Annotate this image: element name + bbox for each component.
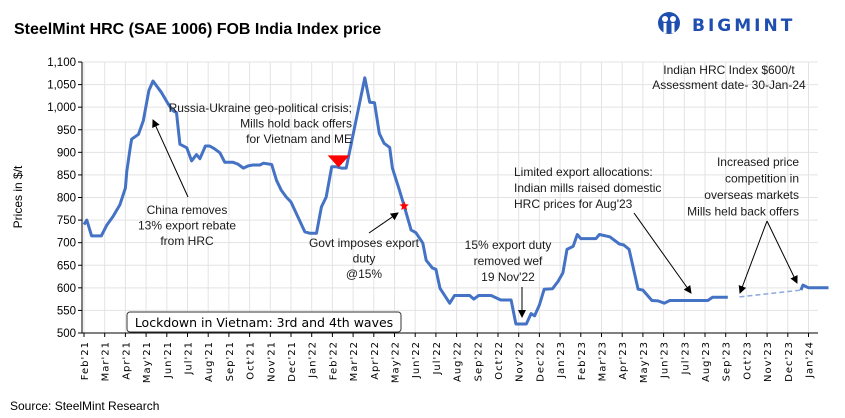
y-tick-label: 1,000 bbox=[47, 102, 76, 114]
annotation-china: from HRC bbox=[160, 234, 214, 248]
price-line-dashed bbox=[739, 289, 801, 298]
x-tick-label: Apr'23 bbox=[618, 341, 629, 380]
y-tick-label: 700 bbox=[57, 238, 76, 250]
y-tick-label: 650 bbox=[57, 260, 76, 272]
x-tick-label: Nov'23 bbox=[763, 341, 774, 382]
x-tick-label: Jun'22 bbox=[411, 341, 422, 379]
series bbox=[82, 76, 829, 326]
y-tick-label: 850 bbox=[57, 170, 76, 182]
annotation-arrow bbox=[766, 220, 798, 284]
lockdown-box bbox=[126, 311, 402, 333]
x-tick-label: Oct'22 bbox=[494, 341, 505, 380]
x-tick-label: Sep'23 bbox=[722, 341, 733, 381]
x-tick-label: Jul'23 bbox=[680, 341, 691, 376]
x-tick-label: Jun'21 bbox=[163, 341, 174, 379]
grid bbox=[82, 61, 818, 333]
x-tick-label: Sep'22 bbox=[473, 341, 484, 381]
annotation-increased-competition: Mills held back offers bbox=[687, 205, 799, 219]
annotation-increased-competition: Increased price bbox=[717, 155, 799, 169]
x-tick-label: Jun'23 bbox=[660, 341, 671, 379]
x-tick-label: Dec'22 bbox=[535, 341, 546, 382]
bigmint-logo: BIGMINT bbox=[658, 12, 795, 36]
x-tick-label: Feb'21 bbox=[80, 341, 91, 380]
x-tick-label: Jul'21 bbox=[184, 341, 195, 376]
x-tick-label: Oct'23 bbox=[742, 341, 753, 380]
y-tick-label: 1,100 bbox=[47, 57, 76, 69]
price-line-end bbox=[799, 283, 829, 291]
x-tick-label: May'21 bbox=[142, 341, 153, 383]
x-tick-label: Aug'21 bbox=[204, 341, 215, 382]
annotation-arrow bbox=[633, 212, 692, 294]
x-tick-label: May'23 bbox=[639, 341, 650, 383]
x-tick-label: Feb'23 bbox=[577, 341, 588, 380]
red-star-marker bbox=[399, 201, 409, 211]
x-tick-label: Nov'22 bbox=[515, 341, 526, 382]
x-tick-label: Dec'21 bbox=[287, 341, 298, 382]
x-tick-label: Mar'23 bbox=[598, 341, 609, 381]
annotation-index: Assessment date- 30-Jan-24 bbox=[652, 78, 806, 92]
x-tick-label: Jan'22 bbox=[308, 341, 319, 379]
annotation-russia-ukraine: for Vietnam and ME bbox=[246, 132, 352, 146]
annotation-arrow bbox=[368, 212, 399, 234]
chart-title: SteelMint HRC (SAE 1006) FOB India Index… bbox=[14, 21, 381, 38]
annotation-limited-export: HRC prices for Aug'23 bbox=[514, 197, 633, 211]
x-tick-label: Aug'23 bbox=[701, 341, 712, 382]
y-tick-label: 500 bbox=[57, 328, 76, 340]
red-triangle-marker bbox=[327, 155, 350, 168]
source-note: Source: SteelMint Research bbox=[10, 399, 159, 413]
annotation-limited-export: Indian mills raised domestic bbox=[514, 181, 661, 195]
y-axis-label: Prices in $/t bbox=[11, 165, 25, 228]
annotation-lockdown: Lockdown in Vietnam: 3rd and 4th waves bbox=[135, 315, 393, 330]
x-tick-label: Jan'23 bbox=[556, 341, 567, 379]
y-tick-label: 800 bbox=[57, 193, 76, 205]
y-tick-label: 550 bbox=[57, 305, 76, 317]
x-tick-label: Apr'21 bbox=[121, 341, 132, 380]
annotation-govt-duty: @15% bbox=[346, 267, 383, 281]
annotation-increased-competition: competition in bbox=[725, 172, 799, 186]
x-tick-label: Dec'23 bbox=[784, 341, 795, 382]
y-tick-label: 600 bbox=[57, 283, 76, 295]
annotation-china: China removes bbox=[147, 203, 228, 217]
annotation-duty-removed: removed wef bbox=[474, 254, 543, 268]
annotation-arrow bbox=[152, 119, 189, 198]
x-tick-label: May'22 bbox=[391, 341, 402, 383]
annotation-arrow bbox=[738, 220, 768, 294]
annotation-increased-competition: overseas markets bbox=[704, 188, 799, 202]
annotation-govt-duty: duty bbox=[353, 252, 376, 266]
axes: 500 550 600 650 700 750 800 850 900 950 1,000 1,050… bbox=[47, 57, 818, 383]
x-tick-label: Mar'21 bbox=[101, 341, 112, 381]
x-tick-label: Nov'21 bbox=[266, 341, 277, 382]
annotation-russia-ukraine: Russia-Ukraine geo-political crisis; bbox=[169, 101, 352, 115]
x-tick-label: Oct'21 bbox=[246, 341, 257, 380]
annotation-index: Indian HRC Index $600/t bbox=[663, 63, 795, 77]
annotation-china: 13% export rebate bbox=[138, 219, 236, 233]
price-line bbox=[82, 76, 728, 326]
annotation-duty-removed: 15% export duty bbox=[465, 238, 552, 252]
y-tick-label: 750 bbox=[57, 215, 76, 227]
annotation-govt-duty: Govt imposes export bbox=[309, 236, 420, 250]
annotation-duty-removed: 19 Nov'22 bbox=[481, 270, 535, 284]
x-tick-label: Jul'22 bbox=[432, 341, 443, 376]
y-tick-label: 900 bbox=[57, 147, 76, 159]
x-tick-label: Aug'22 bbox=[453, 341, 464, 382]
y-tick-label: 950 bbox=[57, 125, 76, 137]
x-tick-label: Jan'24 bbox=[805, 341, 816, 379]
annotations: Russia-Ukraine geo-political crisis; Mill… bbox=[126, 63, 806, 333]
x-tick-label: Apr'22 bbox=[370, 341, 381, 380]
logo-text: BIGMINT bbox=[692, 16, 795, 36]
y-tick-label: 1,050 bbox=[47, 80, 76, 92]
annotation-russia-ukraine: Mills hold back offers bbox=[240, 117, 352, 131]
annotation-limited-export: Limited export allocations: bbox=[514, 165, 653, 179]
x-tick-label: Feb'22 bbox=[328, 341, 339, 380]
x-tick-label: Sep'21 bbox=[225, 341, 236, 381]
x-tick-label: Mar'22 bbox=[349, 341, 360, 381]
